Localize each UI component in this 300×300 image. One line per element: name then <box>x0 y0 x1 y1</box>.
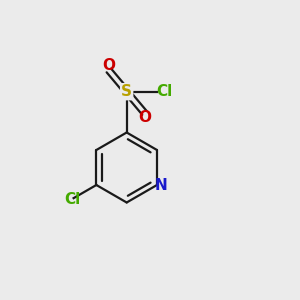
Text: O: O <box>138 110 151 125</box>
Text: Cl: Cl <box>156 84 172 99</box>
Text: O: O <box>102 58 116 73</box>
Text: Cl: Cl <box>64 192 80 207</box>
Text: S: S <box>121 84 132 99</box>
Text: N: N <box>154 178 167 193</box>
